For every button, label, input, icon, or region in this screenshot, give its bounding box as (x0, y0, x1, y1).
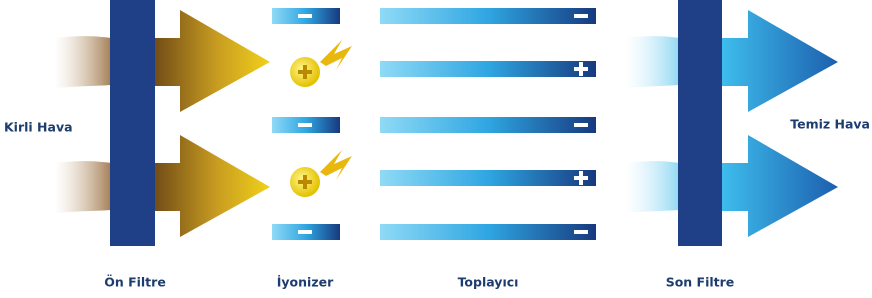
stage-label: Ön Filtre (104, 275, 166, 290)
collector (380, 8, 596, 240)
stage-label: Son Filtre (666, 275, 735, 290)
post-filter (678, 0, 722, 246)
pre-filter-arrows (150, 10, 270, 237)
ionizer (272, 8, 352, 240)
stage-label: Toplayıcı (458, 275, 519, 290)
output-label: Temiz Hava (790, 117, 870, 132)
input-label: Kirli Hava (4, 120, 73, 135)
stage-label: İyonizer (277, 275, 334, 290)
pre-filter (110, 0, 155, 246)
diagram: Kirli Hava Temiz Hava Ön Filtre İyonizer… (0, 0, 872, 298)
